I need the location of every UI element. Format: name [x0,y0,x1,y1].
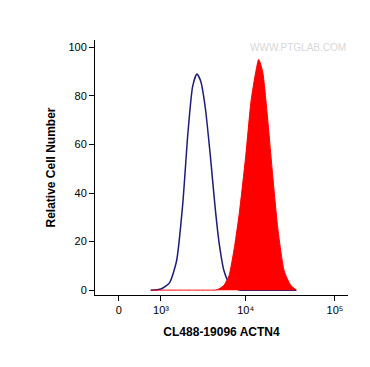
svg-text:WWW.PTGLAB.COM: WWW.PTGLAB.COM [250,42,346,53]
svg-text:0: 0 [116,304,122,316]
svg-text:60: 60 [75,138,87,150]
svg-text:10³: 10³ [153,304,169,316]
svg-text:100: 100 [68,41,86,53]
svg-text:Relative Cell Number: Relative Cell Number [44,107,58,227]
svg-text:CL488-19096 ACTN4: CL488-19096 ACTN4 [163,325,280,339]
svg-text:80: 80 [75,90,87,102]
svg-text:20: 20 [75,235,87,247]
svg-text:10⁴: 10⁴ [237,304,254,316]
svg-text:10⁵: 10⁵ [327,304,344,316]
svg-text:0: 0 [81,284,87,296]
svg-text:40: 40 [75,187,87,199]
